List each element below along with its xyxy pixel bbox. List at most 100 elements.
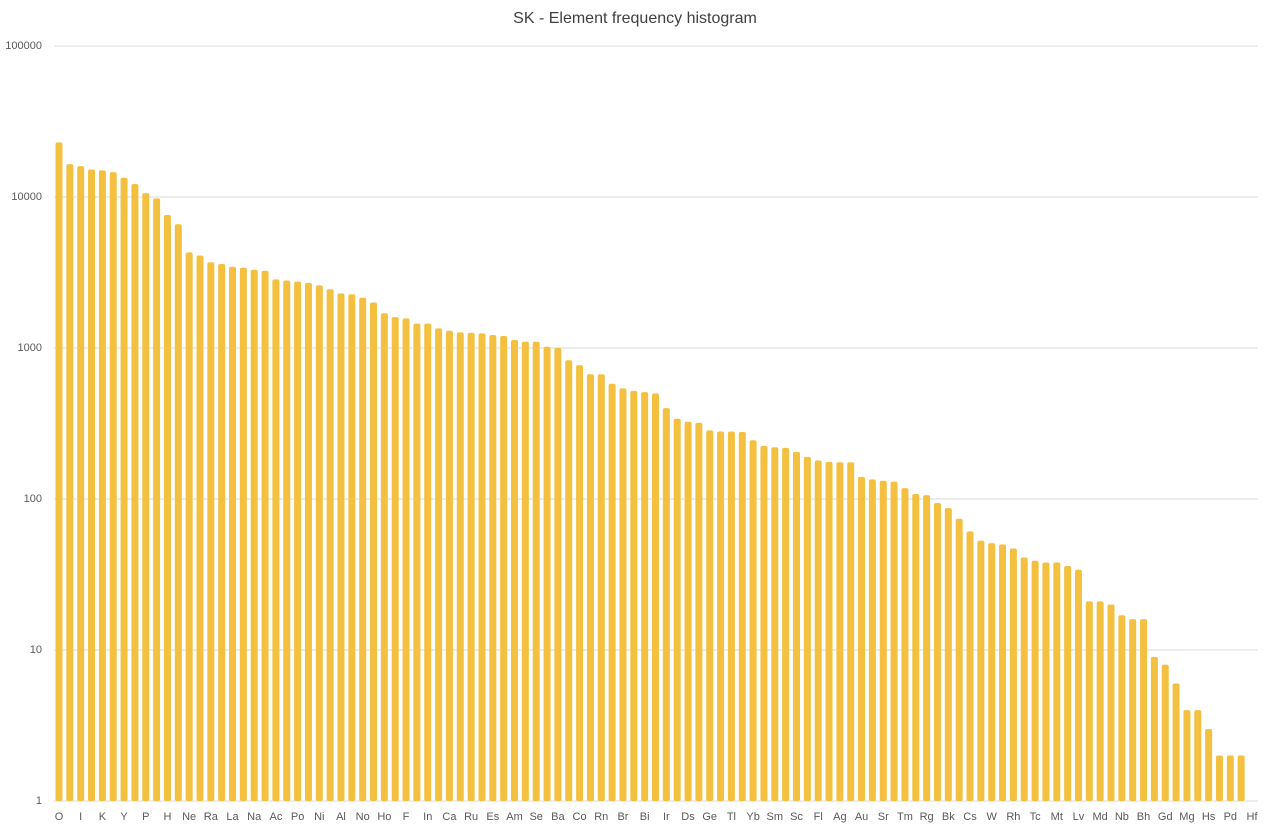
y-tick-label: 100000 [5,40,42,52]
bar [250,269,258,801]
bar [153,198,161,802]
x-tick-label: K [99,811,107,823]
bar [673,418,681,801]
x-tick-label: Bk [942,811,955,823]
bar [326,289,334,801]
x-tick-label: I [79,811,82,823]
bar [163,214,171,802]
x-tick-label: Na [247,811,262,823]
x-tick-label: Yb [746,811,759,823]
bar [1053,562,1061,801]
bar [98,170,106,801]
x-tick-label: Co [573,811,587,823]
bar [1215,755,1223,801]
x-tick-label: Mg [1179,811,1194,823]
bar [912,493,920,801]
bar [727,431,735,801]
bar [456,332,464,801]
x-tick-label: Tc [1030,811,1042,823]
bar [923,495,931,801]
x-tick-label: Es [486,811,499,823]
bar [402,318,410,801]
bar [1020,557,1028,801]
y-tick-label: 10000 [11,191,42,203]
bar [988,543,996,801]
bar [586,374,594,801]
bar [1172,683,1180,801]
bar [348,294,356,801]
bar [467,332,475,801]
x-tick-label: Hf [1247,811,1259,823]
bar [1140,619,1148,801]
bar [131,183,139,802]
x-tick-label: Ir [663,811,670,823]
x-tick-label: Ds [681,811,695,823]
bar [1118,615,1126,801]
bar [88,169,96,801]
x-tick-label: Tl [727,811,736,823]
bar [836,462,844,801]
x-tick-label: Lv [1073,811,1085,823]
bar [717,431,725,801]
bar [521,341,529,801]
bar [749,440,757,801]
bar [55,142,63,801]
bar [380,313,388,801]
x-tick-label: Pd [1224,811,1237,823]
bar [803,456,811,801]
x-tick-label: Ac [269,811,282,823]
bar [1237,755,1245,801]
bar [1031,560,1039,801]
bar [304,282,312,801]
bar [239,267,247,801]
bar [814,460,822,801]
x-tick-label: No [356,811,370,823]
x-tick-label: Rh [1006,811,1020,823]
bar [435,328,443,801]
bar [879,480,887,801]
bar [478,333,486,801]
bar [207,262,215,801]
bar [933,503,941,801]
x-tick-label: Md [1093,811,1108,823]
bar [901,488,909,801]
bar [185,252,193,802]
x-tick-label: W [987,811,998,823]
x-tick-label: Ho [377,811,391,823]
bar [706,430,714,801]
x-tick-label: Cs [963,811,977,823]
bar [445,330,453,801]
bar [229,266,237,801]
bar [294,281,302,801]
x-tick-label: Hs [1202,811,1216,823]
bar [218,263,226,802]
x-tick-label: Br [617,811,628,823]
y-tick-label: 1000 [18,342,42,354]
bar [283,280,291,801]
x-tick-label: Se [529,811,542,823]
bar [1161,664,1169,801]
bar [391,317,399,801]
bar [1205,728,1213,801]
bar [641,392,649,801]
bar [944,508,952,801]
bar [272,279,280,801]
bar [1042,562,1050,801]
bar [955,518,963,801]
x-tick-label: Tm [897,811,913,823]
bar [662,408,670,801]
bar [684,421,692,801]
x-tick-label: Rg [920,811,934,823]
bar [652,393,659,801]
bar [196,255,204,802]
x-tick-label: Au [855,811,868,823]
x-tick-label: Ne [182,811,196,823]
bar [315,285,323,802]
y-tick-label: 1 [36,795,42,807]
bar [261,270,269,801]
bar [565,360,573,801]
x-tick-label: Ba [551,811,565,823]
x-tick-label: F [403,811,410,823]
bar [695,422,703,801]
bar [1150,656,1158,801]
